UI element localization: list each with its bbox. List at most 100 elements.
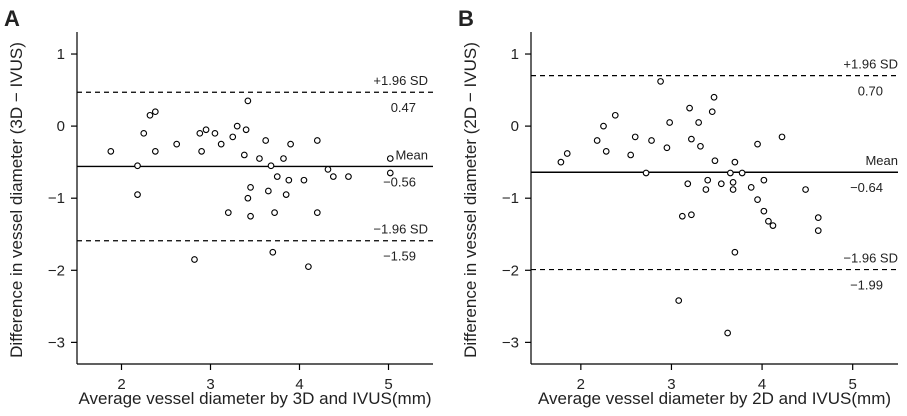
x-axis-title: Average vessel diameter by 3D and IVUS(m… [78,389,431,408]
data-point [802,186,809,193]
y-tick-label: −3 [48,334,65,351]
panel-letter: B [458,6,474,31]
data-point [242,126,250,134]
data-point [727,169,734,177]
data-point [107,147,115,155]
lower-limit-line-value: −1.99 [850,278,883,293]
lower-limit-line-label: −1.96 SD [843,251,898,266]
data-point [151,147,159,155]
data-point [731,248,739,256]
data-point [729,186,737,193]
mean-line-label: Mean [865,153,898,168]
data-point [666,119,673,126]
y-tick-label: 1 [511,46,519,63]
data-point [631,133,639,141]
data-point [602,147,610,155]
data-point [262,137,270,144]
data-point [247,212,254,220]
y-tick-label: 0 [57,118,65,135]
data-point [688,211,695,219]
x-tick-label: 5 [384,376,392,393]
data-point [657,78,664,85]
data-point [151,108,159,116]
data-point [814,227,822,234]
data-point [678,212,686,220]
data-point [134,162,141,170]
data-point [760,176,768,184]
data-point [600,122,607,130]
data-point [611,111,619,119]
data-point [675,297,683,304]
x-tick-label: 2 [117,376,125,393]
data-point [233,122,241,130]
y-tick-label: −1 [502,190,519,207]
data-point [267,162,275,170]
data-point [754,140,761,148]
data-point [329,173,337,180]
data-point [704,176,712,184]
data-point [702,186,710,193]
data-point [217,140,225,148]
data-point [265,187,272,195]
data-point [280,155,287,162]
data-point [754,196,761,203]
data-point [211,129,219,137]
y-tick-label: 1 [57,46,65,63]
lower-limit-line-value: −1.59 [383,249,416,264]
data-point [305,263,312,271]
y-tick-label: −2 [48,262,65,279]
data-point [648,137,655,144]
x-tick-label: 3 [206,376,214,393]
data-point [778,133,786,141]
data-point [708,108,716,116]
data-point [724,329,731,337]
data-point [244,194,252,202]
data-point [738,169,746,177]
data-point [345,173,352,180]
data-point [196,129,204,137]
data-point [642,169,650,177]
x-tick-label: 4 [295,376,303,393]
data-point [765,217,772,225]
data-point [313,137,321,144]
data-point [300,176,308,184]
data-point [627,151,635,159]
data-point [684,180,692,188]
data-point [686,104,693,112]
panel-letter: A [4,6,20,31]
data-point [557,158,565,166]
data-point [747,184,755,191]
y-tick-label: −2 [502,262,519,279]
upper-limit-line-label: +1.96 SD [373,73,428,88]
lower-limit-line-label: −1.96 SD [373,222,428,237]
data-point [324,166,332,173]
data-point [282,191,290,198]
upper-limit-line-label: +1.96 SD [843,57,898,72]
data-point [229,133,237,141]
data-point [244,97,252,105]
data-point [313,209,321,216]
data-point [287,140,294,148]
mean-line-label: Mean [395,147,428,162]
y-tick-label: 0 [511,118,519,135]
data-point [563,150,571,157]
mean-line-value: −0.64 [850,180,883,195]
data-point [717,180,725,188]
data-point [271,209,278,216]
data-point [191,256,198,263]
data-point [173,140,181,148]
data-point [710,93,718,101]
data-point [134,191,141,198]
data-point [285,176,293,184]
x-tick-label: 4 [758,376,766,393]
data-point [273,173,281,180]
data-point [256,155,263,162]
data-point [711,157,719,165]
data-point [729,178,737,186]
data-point [731,158,739,166]
data-point [695,119,702,126]
y-tick-label: −3 [502,334,519,351]
mean-line-value: −0.56 [383,174,416,189]
